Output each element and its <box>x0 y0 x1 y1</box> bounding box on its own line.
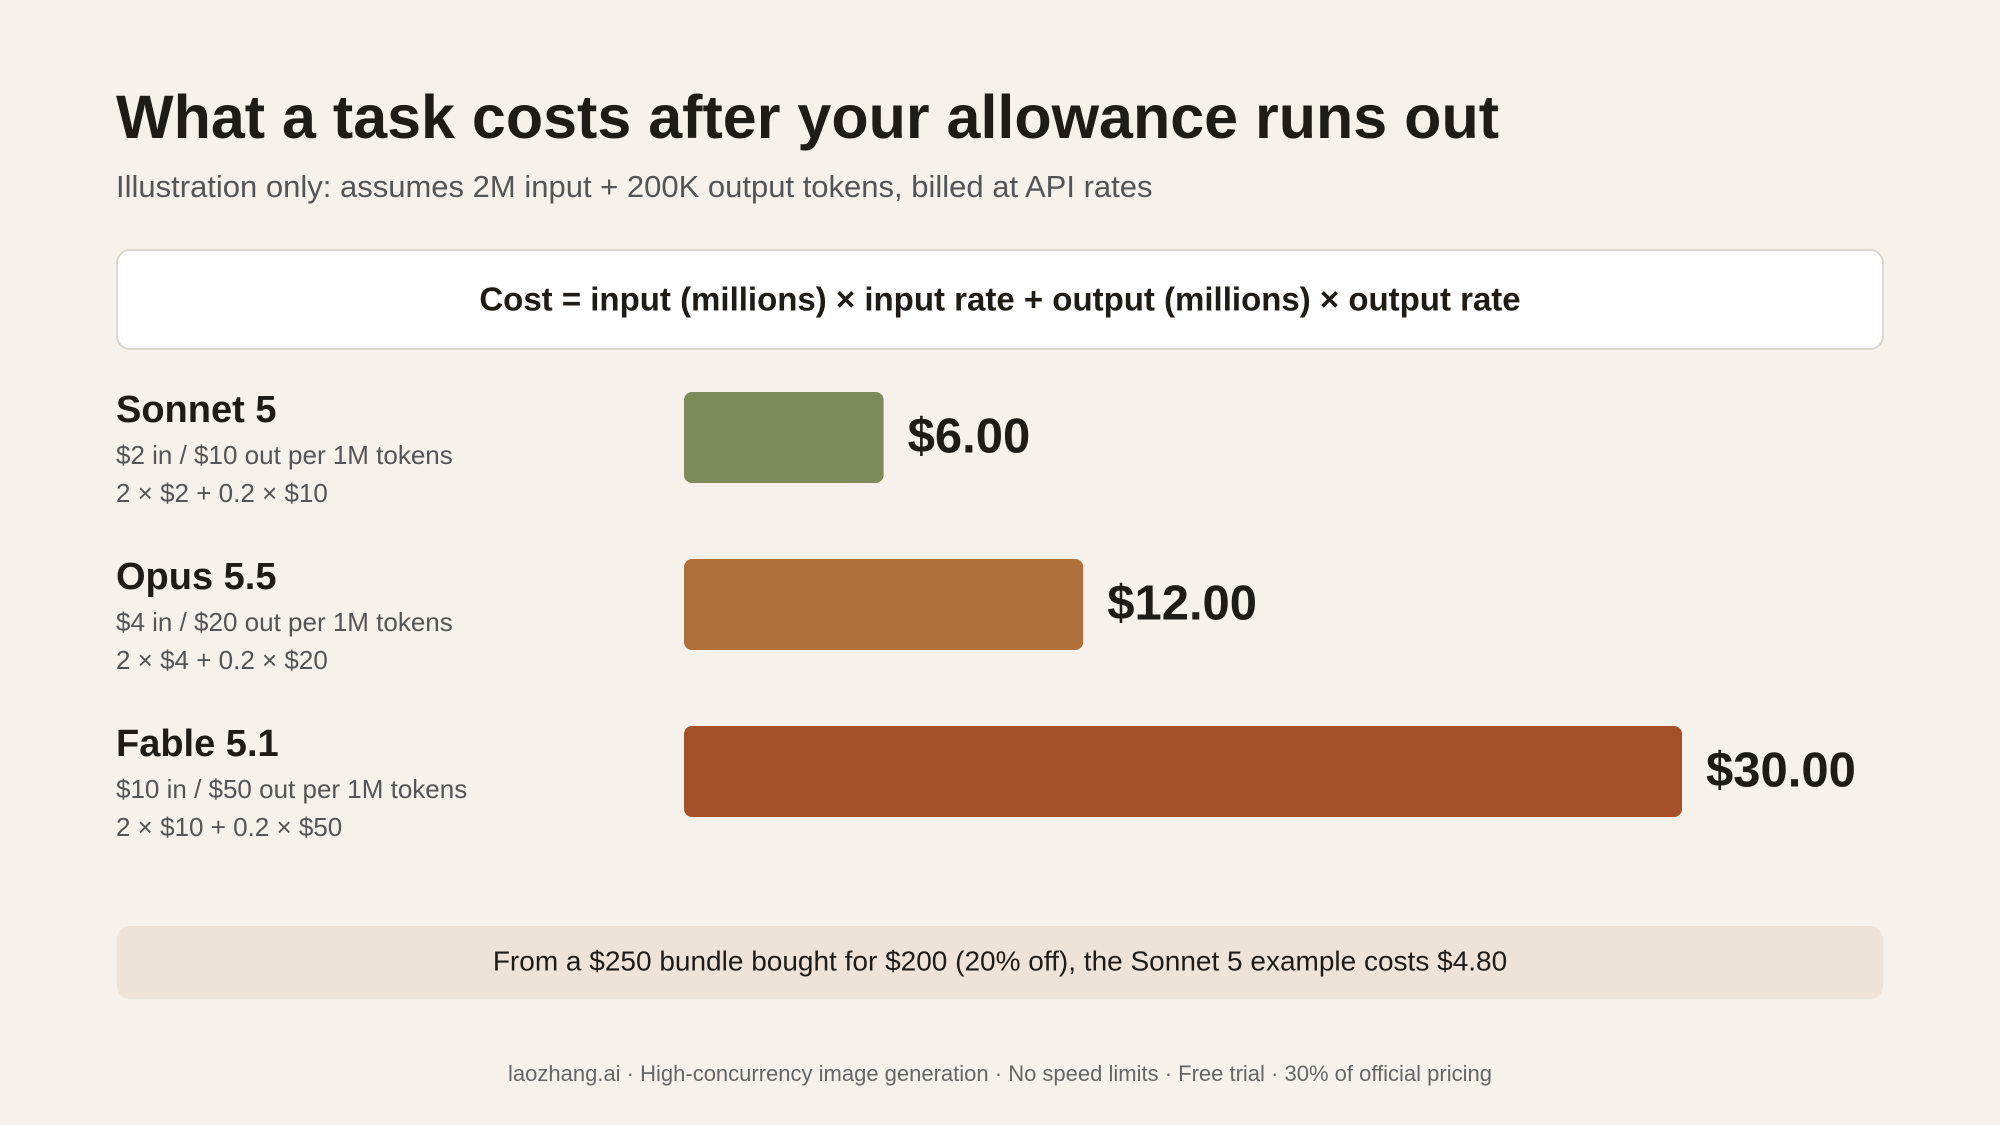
bar <box>684 726 1682 817</box>
value-label: $6.00 <box>908 409 1031 463</box>
note: From a $250 bundle bought for $200 (20% … <box>493 945 1507 976</box>
category-name: Sonnet 5 <box>116 389 276 431</box>
rate: $4 in / $20 out per 1M tokens <box>116 607 453 637</box>
category-name: Opus 5.5 <box>116 556 277 598</box>
formula: Cost = input (millions) × input rate + o… <box>479 281 1520 318</box>
rate: $10 in / $50 out per 1M tokens <box>116 774 467 804</box>
calculation: 2 × $10 + 0.2 × $50 <box>116 812 342 842</box>
chart-title: What a task costs after your allowance r… <box>116 83 1499 151</box>
calculation: 2 × $2 + 0.2 × $10 <box>116 478 328 508</box>
footer: laozhang.ai · High-concurrency image gen… <box>508 1061 1492 1086</box>
category-name: Fable 5.1 <box>116 723 279 765</box>
value-label: $30.00 <box>1706 743 1856 797</box>
note-box <box>117 926 1883 999</box>
chart-subtitle: Illustration only: assumes 2M input + 20… <box>116 169 1153 204</box>
rate: $2 in / $10 out per 1M tokens <box>116 440 453 470</box>
bar <box>684 392 884 483</box>
bar <box>684 559 1084 650</box>
calculation: 2 × $4 + 0.2 × $20 <box>116 645 328 675</box>
value-label: $12.00 <box>1107 576 1257 630</box>
formula-box <box>116 249 1884 350</box>
